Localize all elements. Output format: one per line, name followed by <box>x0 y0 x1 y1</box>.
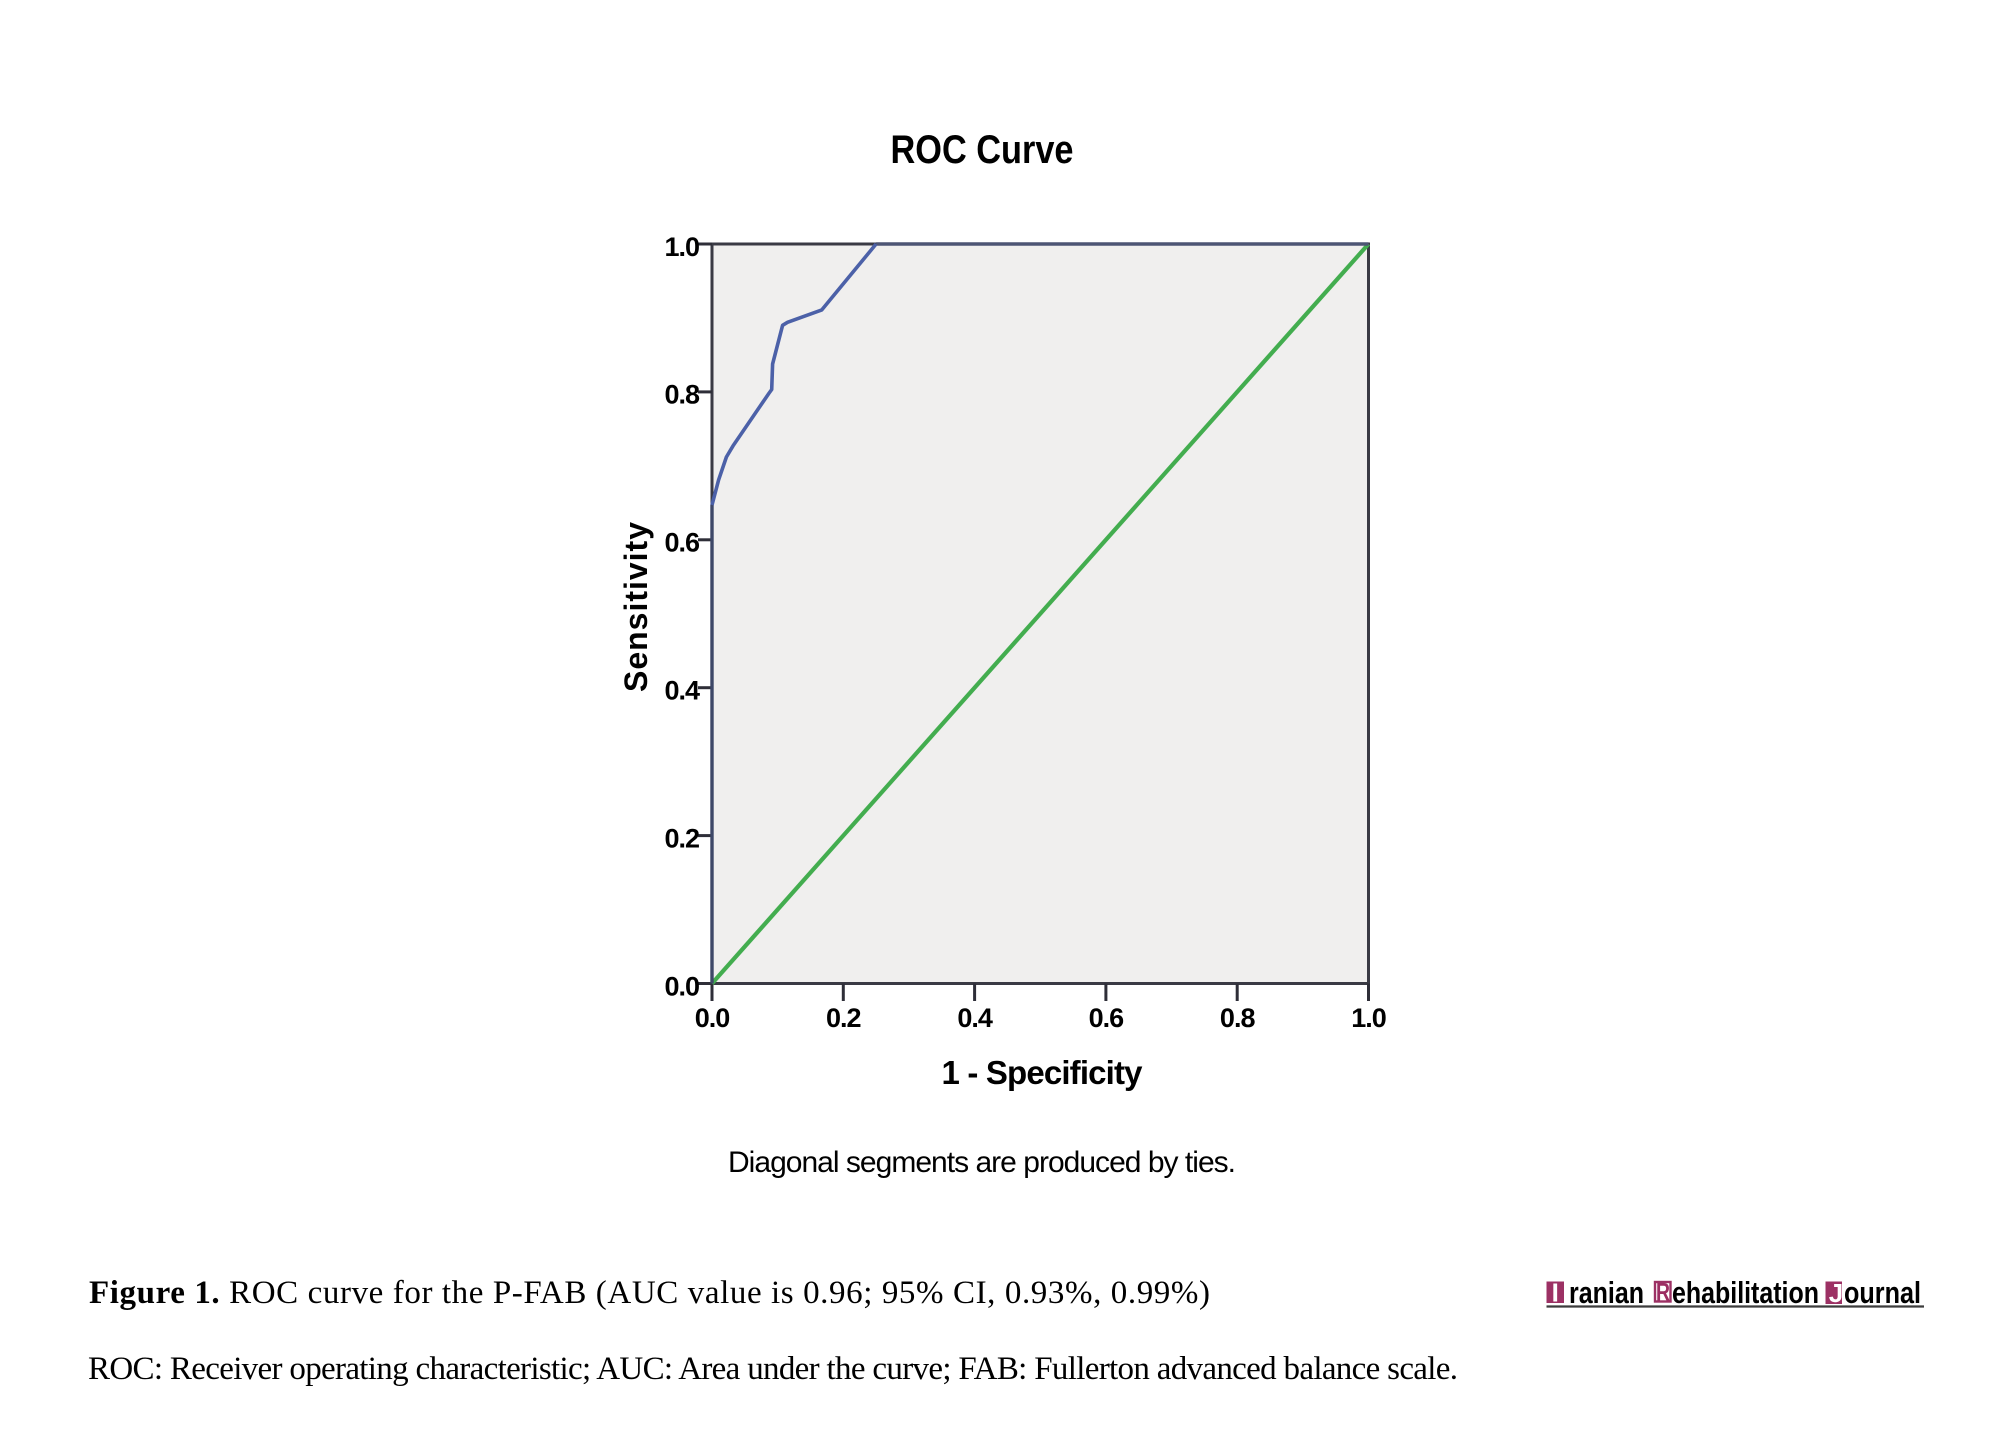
svg-text:Diagonal segments are produced: Diagonal segments are produced by ties. <box>728 1146 1236 1179</box>
svg-text:0.6: 0.6 <box>664 528 700 558</box>
svg-text:0.6: 0.6 <box>1089 1003 1125 1033</box>
svg-text:J: J <box>1829 1278 1843 1308</box>
svg-text:R: R <box>1656 1279 1670 1307</box>
svg-text:Figure 1. ROC curve for the P-: Figure 1. ROC curve for the P-FAB (AUC v… <box>89 1275 1210 1311</box>
svg-text:Sensitivity: Sensitivity <box>618 522 654 692</box>
svg-text:ehabilitation: ehabilitation <box>1672 1275 1819 1310</box>
svg-text:ranian: ranian <box>1569 1275 1644 1310</box>
svg-text:0.8: 0.8 <box>664 380 700 410</box>
svg-text:0.4: 0.4 <box>957 1003 993 1033</box>
svg-text:ROC: Receiver operating charac: ROC: Receiver operating characteristic; … <box>88 1351 1458 1387</box>
svg-text:0.0: 0.0 <box>695 1003 730 1033</box>
svg-text:0.4: 0.4 <box>664 676 700 706</box>
svg-text:1 - Specificity: 1 - Specificity <box>942 1054 1144 1091</box>
svg-text:1.0: 1.0 <box>1351 1003 1386 1033</box>
svg-text:ROC Curve: ROC Curve <box>891 128 1074 172</box>
svg-text:0.2: 0.2 <box>826 1003 861 1033</box>
svg-text:0.0: 0.0 <box>664 971 699 1001</box>
svg-text:0.2: 0.2 <box>664 823 699 853</box>
svg-text:1.0: 1.0 <box>664 232 699 262</box>
svg-text:ournal: ournal <box>1844 1275 1921 1310</box>
svg-text:0.8: 0.8 <box>1220 1003 1256 1033</box>
svg-text:I: I <box>1552 1278 1559 1308</box>
